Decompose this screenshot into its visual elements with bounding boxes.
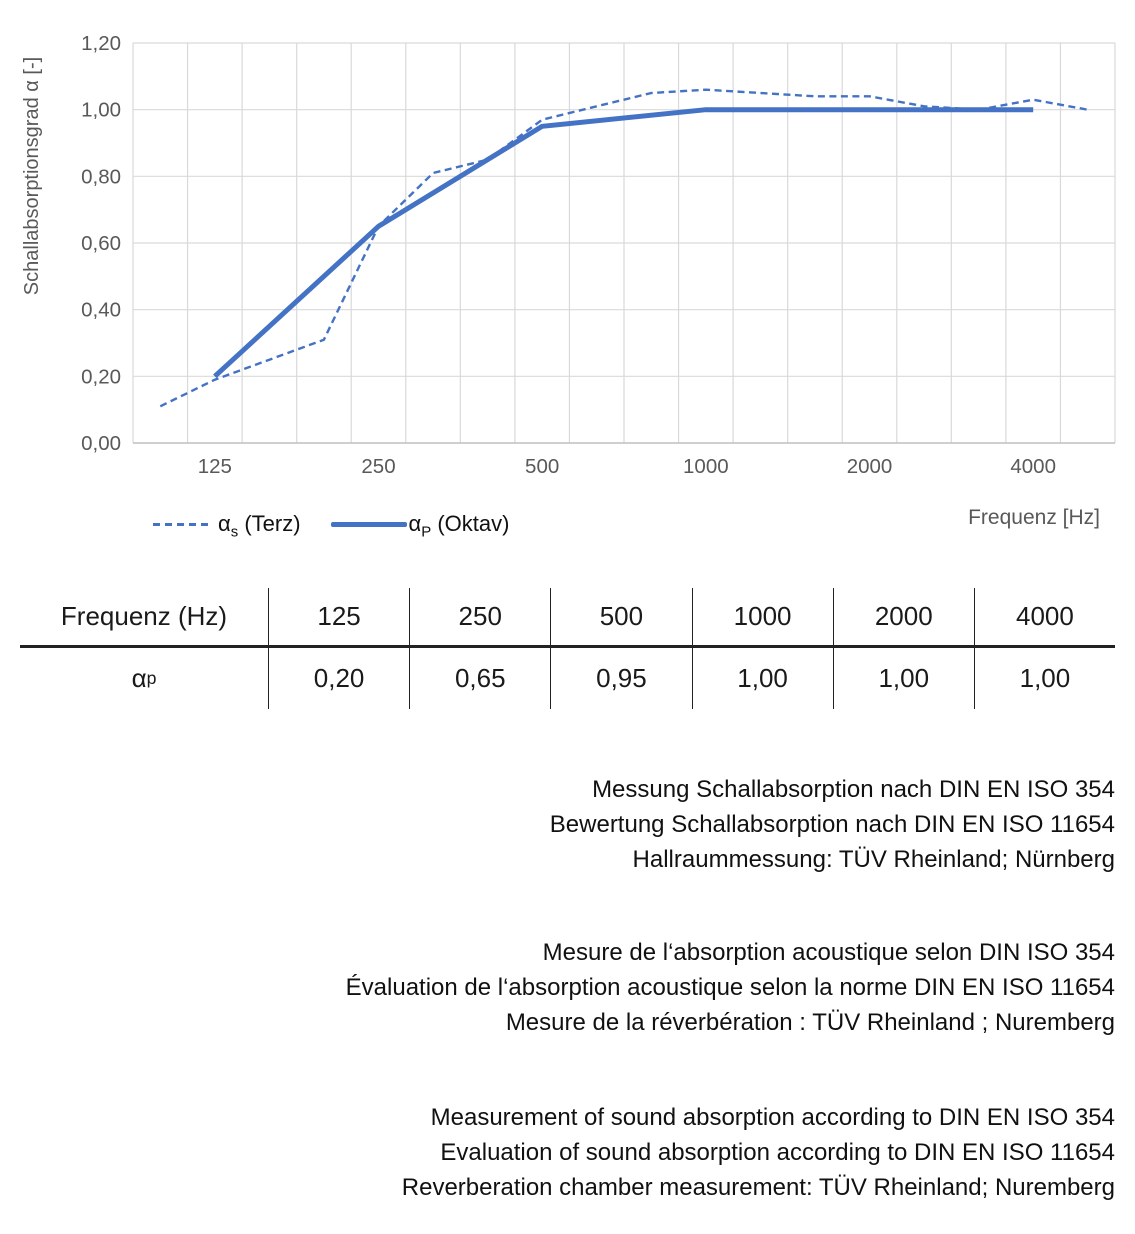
y-tick-label: 1,00 xyxy=(81,99,121,122)
chart-legend: αs (Terz) αP (Oktav) xyxy=(153,511,510,541)
table-header-row: Frequenz (Hz) 125 250 500 1000 2000 4000 xyxy=(20,588,1115,645)
y-tick-label: 1,20 xyxy=(81,32,121,55)
table-header-freq-250: 250 xyxy=(409,588,550,645)
x-axis-title: Frequenz [Hz] xyxy=(968,506,1100,529)
table-header-freq-4000: 4000 xyxy=(973,588,1115,645)
table-divider xyxy=(20,645,1115,648)
note-german: Messung Schallabsorption nach DIN EN ISO… xyxy=(550,772,1115,877)
absorption-chart: 0,00 0,20 0,40 0,60 0,80 1,00 1,20 125 250 500 100… xyxy=(81,32,1116,478)
legend-item-alpha-p: αP (Oktav) xyxy=(330,511,510,541)
table-header-freq-500: 500 xyxy=(550,588,691,645)
x-tick-label: 2000 xyxy=(847,455,893,478)
x-tick-label: 500 xyxy=(525,455,559,478)
alpha-s-terz-line xyxy=(159,88,1088,408)
note-french-line1: Mesure de l‘absorption acoustique selon … xyxy=(542,939,1115,966)
solid-line-sample-icon xyxy=(330,521,407,527)
x-tick-label: 250 xyxy=(361,455,395,478)
table-header-label: Frequenz (Hz) xyxy=(60,601,228,631)
note-french-line2: Évaluation de l‘absorption acoustique se… xyxy=(345,974,1115,1001)
note-english: Measurement of sound absorption accordin… xyxy=(402,1100,1115,1205)
table-header-freq-1000: 1000 xyxy=(691,588,833,645)
note-german-line2: Bewertung Schallabsorption nach DIN EN I… xyxy=(549,811,1115,838)
x-tick-label: 1000 xyxy=(683,455,729,478)
y-tick-label: 0,20 xyxy=(81,365,121,388)
table-header-freq-125: 125 xyxy=(268,588,409,645)
absorption-table: Frequenz (Hz) 125 250 500 1000 2000 4000… xyxy=(20,588,1115,709)
note-german-line1: Messung Schallabsorption nach DIN EN ISO… xyxy=(592,776,1115,803)
alpha-p-oktav-line xyxy=(213,107,1034,379)
note-english-line2: Evaluation of sound absorption according… xyxy=(440,1139,1115,1166)
table-value-4000: 1,00 xyxy=(973,647,1115,709)
y-axis-title: Schallabsorptionsgrad α [-] xyxy=(21,56,43,296)
absorption-chart-section: 0,00 0,20 0,40 0,60 0,80 1,00 1,20 125 250 500 100… xyxy=(0,0,1135,560)
note-french: Mesure de l‘absorption acoustique selon … xyxy=(346,935,1115,1040)
legend-label-alpha-s: αs (Terz) xyxy=(218,511,301,541)
table-header-freq-2000: 2000 xyxy=(832,588,974,645)
x-tick-label: 125 xyxy=(198,455,232,478)
table-value-2000: 1,00 xyxy=(832,647,974,709)
y-tick-label: 0,60 xyxy=(81,232,121,255)
legend-label-alpha-p: αP (Oktav) xyxy=(408,511,510,541)
note-french-line3: Mesure de la réverbération : TÜV Rheinla… xyxy=(505,1009,1115,1036)
table-value-125: 0,20 xyxy=(268,647,409,709)
table-value-500: 0,95 xyxy=(550,647,691,709)
y-tick-label: 0,80 xyxy=(81,165,121,188)
x-tick-label: 4000 xyxy=(1010,455,1056,478)
table-value-250: 0,65 xyxy=(409,647,550,709)
legend-item-alpha-s: αs (Terz) xyxy=(153,511,301,541)
note-german-line3: Hallraummessung: TÜV Rheinland; Nürnberg xyxy=(632,846,1115,873)
dashed-line-sample-icon xyxy=(153,522,209,526)
table-value-1000: 1,00 xyxy=(691,647,833,709)
note-english-line3: Reverberation chamber measurement: TÜV R… xyxy=(401,1174,1115,1201)
y-tick-label: 0,00 xyxy=(81,432,121,455)
y-tick-label: 0,40 xyxy=(81,299,121,322)
note-english-line1: Measurement of sound absorption accordin… xyxy=(430,1104,1115,1131)
